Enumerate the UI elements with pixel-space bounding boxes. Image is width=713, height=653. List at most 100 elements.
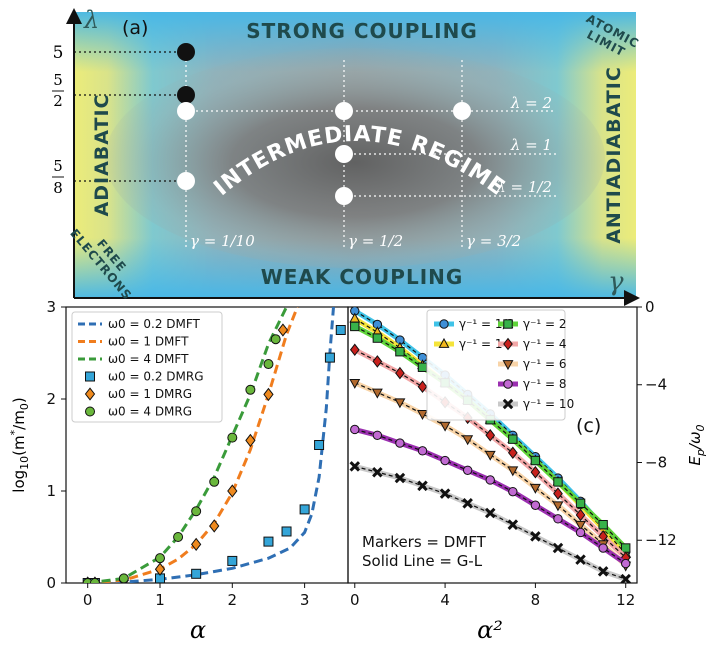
c-point-3-9 xyxy=(553,487,563,500)
c-point-5-1 xyxy=(372,430,383,440)
lambda-2-label: λ = 2 xyxy=(510,94,552,112)
c-point-5-8 xyxy=(530,500,541,510)
c-point-6-3 xyxy=(417,480,428,492)
b-point-3-6 xyxy=(281,526,292,537)
b-xtick-label: 1 xyxy=(155,591,165,609)
point-gamma-0.1-lambda-2 xyxy=(177,102,195,120)
c-point-3-6 xyxy=(485,429,496,442)
c-point-3-0 xyxy=(349,343,360,357)
b-point-5-6 xyxy=(209,476,220,487)
b-point-5-5 xyxy=(191,506,202,517)
c-xtick-label: 12 xyxy=(616,591,635,609)
y-tick-5-8: 5 8 xyxy=(52,157,64,197)
gamma-axis-label: γ xyxy=(608,267,624,297)
c-legend-swatch-marker xyxy=(502,360,514,371)
b-ytick-label: 2 xyxy=(46,390,56,408)
panel-b-series xyxy=(82,307,346,583)
b-xtick-label: 3 xyxy=(300,591,310,609)
c-point-6-9 xyxy=(552,542,564,554)
point-gamma-0.1-lambda-0.625 xyxy=(177,172,195,190)
c-point-4-6 xyxy=(484,450,496,461)
c-point-6-4 xyxy=(439,488,451,499)
b-xtick-label: 0 xyxy=(83,591,93,609)
strong-coupling-label: STRONG COUPLING xyxy=(246,19,477,43)
b-point-4-8 xyxy=(263,387,274,402)
c-ytick-label: −4 xyxy=(645,376,667,394)
c-legend-swatch-marker xyxy=(502,398,514,410)
intermediate-core xyxy=(105,48,605,268)
c-point-5-4 xyxy=(440,455,450,466)
c-legend-label: γ⁻¹ = 10 xyxy=(523,397,574,411)
c-point-2-0 xyxy=(350,321,360,332)
c-xtick-label: 0 xyxy=(350,591,360,609)
b-point-3-7 xyxy=(299,504,310,515)
b-legend-swatch xyxy=(85,406,95,417)
legend-box-c xyxy=(426,309,566,421)
c-point-5-0 xyxy=(350,424,360,435)
panel-b-legend: ω0 = 0.2 DMFT ω0 = 1 DMFT ω0 = 4 DMFT ω0 = … xyxy=(71,311,223,423)
c-legend-label: γ⁻¹ = 8 xyxy=(523,377,567,391)
b-point-5-9 xyxy=(263,359,274,370)
b-point-4-6 xyxy=(227,484,238,498)
b-point-3-10 xyxy=(335,325,346,335)
c-point-2-3 xyxy=(417,362,428,372)
c-legend-swatch-marker xyxy=(439,319,449,329)
c-point-4-0 xyxy=(349,378,361,389)
c-point-4-3 xyxy=(417,410,428,420)
c-legend-label: γ⁻¹ = 6 xyxy=(523,357,567,371)
c-point-6-5 xyxy=(462,498,473,509)
panel-a: λ γ (a) 5 5 2 5 8 ST xyxy=(52,6,642,306)
c-point-5-5 xyxy=(462,465,473,475)
annotation-markers: Markers = DMFT xyxy=(362,533,487,551)
b-point-5-7 xyxy=(227,432,238,443)
b-point-3-8 xyxy=(314,440,325,450)
annotation-solid-line: Solid Line = G-L xyxy=(362,552,483,570)
c-point-2-9 xyxy=(553,477,563,487)
b-point-4-3 xyxy=(154,562,166,576)
panel-b-xlabel: α xyxy=(190,616,206,644)
adiabatic-label: ADIABATIC xyxy=(91,94,113,217)
b-point-4-5 xyxy=(209,519,220,533)
c-point-6-12 xyxy=(620,573,631,583)
b-point-3-4 xyxy=(227,555,238,566)
c-point-3-8 xyxy=(530,465,541,479)
b-xtick-label: 2 xyxy=(228,591,238,609)
b-point-5-10 xyxy=(270,334,281,345)
c-point-6-8 xyxy=(530,531,541,542)
gamma-three-halves-label: γ = 3/2 xyxy=(466,232,521,250)
point-gamma-0.5-lambda-1 xyxy=(335,145,353,163)
b-ytick-label: 0 xyxy=(46,574,56,592)
c-point-4-5 xyxy=(462,435,474,446)
svg-text:5: 5 xyxy=(53,71,63,89)
panel-c-frame xyxy=(347,306,638,584)
c-point-2-10 xyxy=(575,498,586,509)
b-point-5-3 xyxy=(155,553,165,564)
b-plot-area xyxy=(82,307,346,583)
b-point-5-8 xyxy=(245,384,256,395)
y-tick-5: 5 xyxy=(53,43,64,63)
b-legend-label: ω0 = 4 DMFT xyxy=(108,352,189,366)
antiadiabatic-label: ANTIADIABATIC xyxy=(603,66,625,244)
c-point-6-2 xyxy=(394,472,406,484)
c-ytick-label: −12 xyxy=(645,531,677,549)
b-point-3-3 xyxy=(191,568,202,579)
c-point-5-2 xyxy=(395,438,405,448)
panel-b-ticks: 0 1 2 3 0 1 2 3 xyxy=(46,298,309,609)
svg-text:8: 8 xyxy=(53,179,63,197)
b-point-4-7 xyxy=(245,433,256,448)
b-legend-label: ω0 = 0.2 DMFT xyxy=(108,317,201,331)
c-point-4-9 xyxy=(552,501,564,512)
svg-text:5: 5 xyxy=(53,157,63,175)
c-point-6-7 xyxy=(507,519,519,530)
c-legend-swatch-marker xyxy=(503,319,513,329)
c-legend-swatch-marker xyxy=(438,337,450,348)
point-gamma-1.5-lambda-2 xyxy=(453,102,471,120)
b-legend-swatch xyxy=(85,371,95,382)
c-point-5-6 xyxy=(485,475,495,485)
c-legend-label: γ⁻¹ = 4 xyxy=(523,337,567,351)
c-point-4-1 xyxy=(371,388,383,399)
b-point-3-5 xyxy=(263,536,274,547)
b-legend-swatch xyxy=(84,387,96,401)
